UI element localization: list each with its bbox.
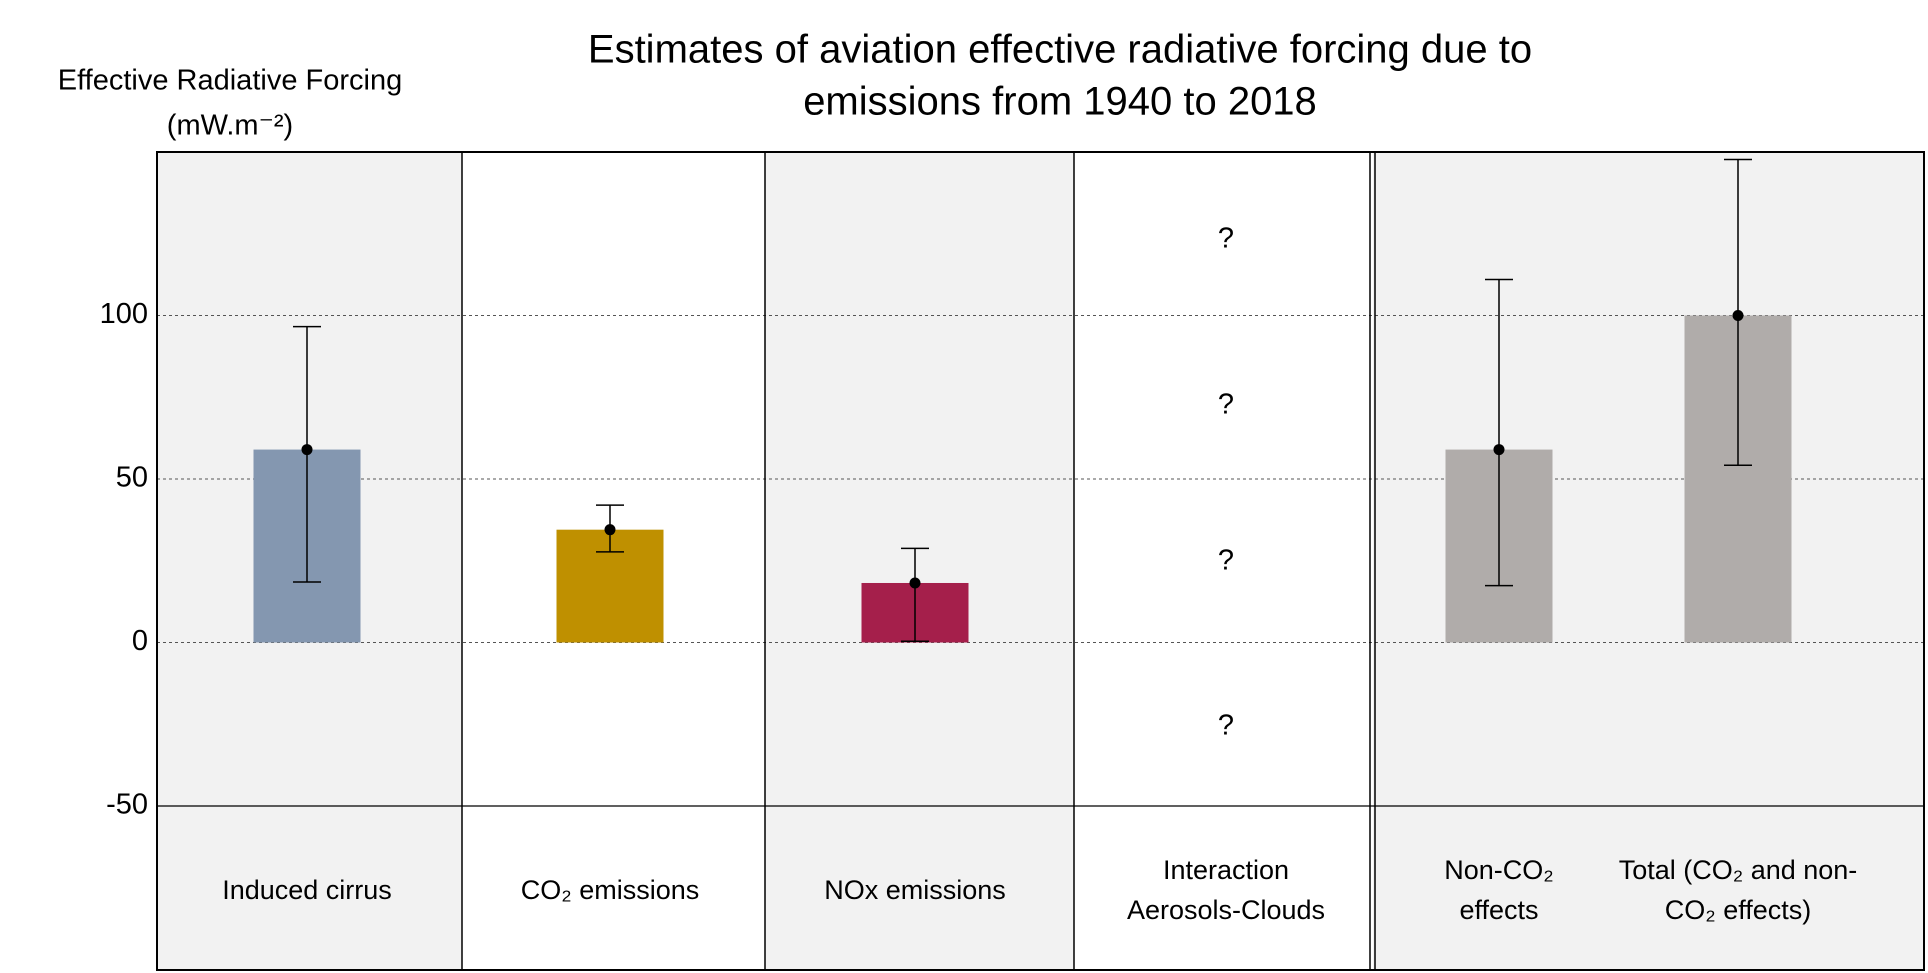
chart-title: Estimates of aviation effective radiativ… xyxy=(588,28,1532,72)
y-axis-label: Effective Radiative Forcing xyxy=(58,65,402,97)
y-tick-label: 0 xyxy=(132,625,148,657)
x-tick-label: NOx emissions xyxy=(824,875,1006,905)
annotation: ? xyxy=(1218,389,1234,421)
annotation: ? xyxy=(1218,223,1234,255)
value-dot xyxy=(604,524,616,536)
plot-frame xyxy=(156,151,1925,971)
x-tick-label: Non-CO₂ effects xyxy=(1444,855,1554,925)
value-dot xyxy=(301,444,313,456)
chart-title: emissions from 1940 to 2018 xyxy=(803,80,1317,124)
y-tick-label: 100 xyxy=(100,298,148,330)
y-tick-label: -50 xyxy=(106,789,148,821)
y-tick-label: 50 xyxy=(116,462,148,494)
annotation: ? xyxy=(1218,710,1234,742)
x-tick-label: Interaction Aerosols-Clouds xyxy=(1126,855,1326,925)
value-dot xyxy=(1493,444,1505,456)
panel-bg xyxy=(765,152,1074,970)
value-dot xyxy=(1732,310,1744,321)
x-tick-label: Total (CO₂ and non-CO₂ effects) xyxy=(1618,855,1858,925)
x-tick-label: CO₂ emissions xyxy=(520,875,700,905)
value-dot xyxy=(909,577,921,589)
y-axis-label: (mW.m⁻²) xyxy=(167,110,293,142)
x-tick-label: Induced cirrus xyxy=(222,875,392,905)
annotation: ? xyxy=(1218,545,1234,577)
